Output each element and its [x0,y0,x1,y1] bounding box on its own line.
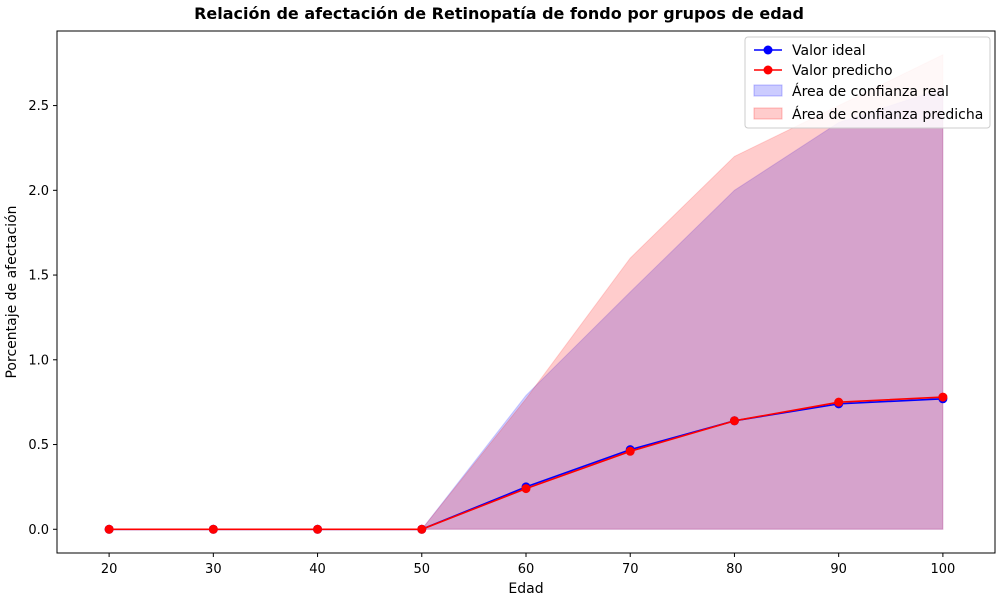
point-valor-predicho-20 [104,524,114,534]
point-valor-predicho-30 [208,524,218,534]
x-tick-label-80: 80 [726,562,743,577]
data-lines [104,392,948,534]
x-tick-label-40: 40 [309,562,326,577]
x-tick-label-20: 20 [101,562,118,577]
x-axis-label: Edad [508,581,543,597]
y-tick-label-2: 1.0 [28,353,49,368]
x-tick-label-50: 50 [414,562,431,577]
point-valor-predicho-100 [938,392,948,402]
point-valor-predicho-40 [313,524,323,534]
legend-swatch-area-predicha [753,107,783,120]
x-tick-label-90: 90 [830,562,847,577]
y-tick-label-1: 0.5 [28,438,49,453]
point-valor-predicho-60 [521,484,531,494]
x-tick-label-30: 30 [205,562,222,577]
legend-box [744,36,991,129]
x-tick-label-100: 100 [930,562,955,577]
x-tick-label-60: 60 [518,562,535,577]
x-tick-label-70: 70 [622,562,639,577]
chart-title: Relación de afectación de Retinopatía de… [194,4,804,23]
legend-marker-valor-predicho [763,65,773,75]
y-tick-label-3: 1.5 [28,269,49,284]
y-axis-label: Porcentaje de afectación [4,205,20,378]
point-valor-predicho-50 [417,524,427,534]
legend-label-valor-ideal: Valor ideal [792,43,866,59]
legend-marker-valor-ideal [763,45,773,55]
point-valor-predicho-90 [834,397,844,407]
legend-label-valor-predicho: Valor predicho [792,63,893,79]
legend-label-area-real: Área de confianza real [792,83,949,100]
y-tick-label-0: 0.0 [28,523,49,538]
y-axis-ticks: 0.0 0.5 1.0 1.5 2.0 2.5 [28,99,57,538]
legend: Valor ideal Valor predicho Área de confi… [744,36,991,129]
x-axis-ticks: 20 30 40 50 60 70 80 90 100 [101,553,955,577]
y-tick-label-5: 2.5 [28,99,49,114]
legend-label-area-predicha: Área de confianza predicha [792,106,983,123]
legend-swatch-area-real [753,84,783,97]
y-tick-label-4: 2.0 [28,184,49,199]
point-valor-predicho-80 [729,416,739,426]
point-valor-predicho-70 [625,446,635,456]
